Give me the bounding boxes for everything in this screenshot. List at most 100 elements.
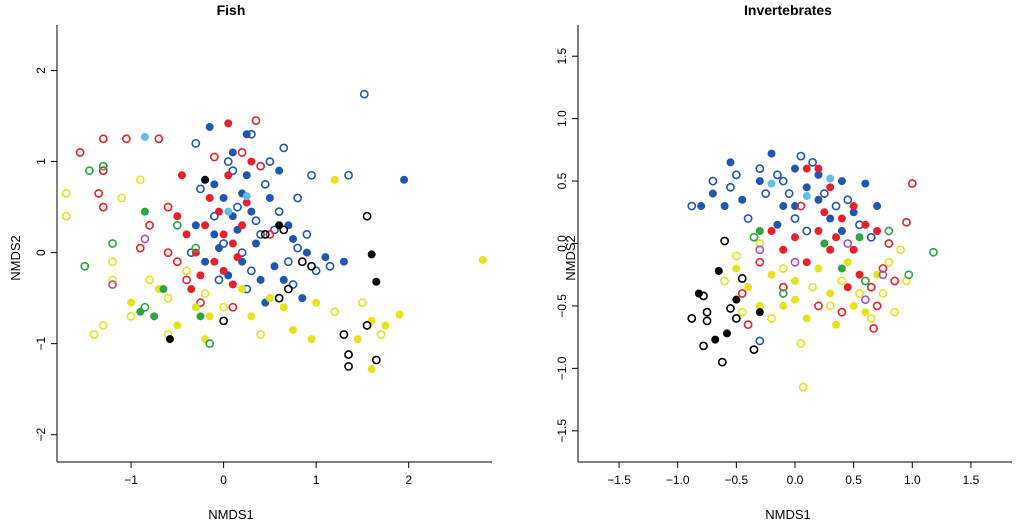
fish-point-yellow-open <box>98 321 108 330</box>
fish-point-green-open <box>140 302 150 312</box>
invertebrates-point-black-filled <box>722 329 731 338</box>
fish-point-red-filled <box>224 171 233 180</box>
invertebrates-point-yellow-open <box>755 239 765 248</box>
fish-point-yellow-filled <box>191 303 200 312</box>
fish-point-yellow-filled <box>247 312 256 321</box>
invertebrates-point-red-filled <box>826 245 835 254</box>
invertebrates-point-yellow-filled <box>744 283 753 292</box>
fish-x-tick-label: 1 <box>313 473 320 487</box>
fish-point-green-open <box>84 166 94 176</box>
invertebrates-point-blue-filled <box>738 195 747 204</box>
fish-point-red-open <box>163 202 173 212</box>
fish-point-blue-filled <box>219 193 228 202</box>
invertebrates-x-tick-label: 0.0 <box>787 473 804 487</box>
fish-point-blue-open <box>260 179 270 189</box>
fish-point-blue-open <box>223 157 233 166</box>
invertebrates-point-purple-open <box>755 245 765 255</box>
fish-point-red-filled <box>173 212 182 221</box>
fish-point-red-open <box>94 189 104 198</box>
invertebrates-y-tick-label: −0.5 <box>555 294 569 318</box>
fish-point-black-open <box>274 293 284 303</box>
fish-point-yellow-filled <box>173 321 182 330</box>
invertebrates-point-green-open <box>904 270 914 280</box>
fish-point-black-filled <box>165 335 174 344</box>
fish-point-red-open <box>145 220 154 230</box>
fish-point-yellow-open <box>61 211 71 221</box>
fish-point-black-filled <box>367 250 376 259</box>
invertebrates-point-yellow-filled <box>826 289 835 298</box>
invertebrates-point-red-open <box>884 239 894 248</box>
invertebrates-point-blue-open <box>755 164 765 173</box>
invertebrates-point-red-open <box>796 201 806 211</box>
fish-point-blue-open <box>214 275 224 285</box>
invertebrates-point-red-open <box>737 289 747 298</box>
fish-point-blue-open <box>288 280 298 289</box>
fish-point-blue-open <box>209 211 219 221</box>
invertebrates-point-blue-open <box>866 232 876 242</box>
fish-point-blue-filled <box>205 122 214 131</box>
invertebrates-point-blue-filled <box>791 164 800 173</box>
invertebrates-point-red-open <box>869 324 878 333</box>
fish-point-green-open <box>191 243 201 253</box>
invertebrates-point-red-open <box>778 282 788 292</box>
fish-point-red-filled <box>247 157 256 166</box>
invertebrates-point-blue-open <box>831 201 841 211</box>
fish-point-black-open <box>260 229 270 239</box>
invertebrates-x-tick-label: −0.5 <box>724 473 748 487</box>
invertebrates-point-black-open <box>749 345 759 355</box>
fish-point-blue-filled <box>298 294 307 303</box>
fish-point-green-open <box>205 339 215 349</box>
fish-x-tick-label: 2 <box>405 473 412 487</box>
invertebrates-point-lightblue-filled <box>767 179 776 188</box>
fish-point-blue-open <box>219 239 228 248</box>
invertebrates-y-tick-label: 0.5 <box>555 172 569 189</box>
fish-point-yellow-open <box>376 330 386 339</box>
invertebrates-point-black-open <box>699 291 708 301</box>
fish-point-yellow-filled <box>265 294 274 303</box>
fish-point-green-filled <box>150 312 159 321</box>
invertebrates-point-blue-filled <box>726 158 735 167</box>
fish-point-red-filled <box>224 119 233 128</box>
fish-x-tick-label: 0 <box>220 473 227 487</box>
fish-point-red-open <box>256 161 266 171</box>
invertebrates-point-yellow-filled <box>861 308 870 317</box>
fish-point-black-open <box>219 316 228 326</box>
invertebrates-point-yellow-open <box>837 276 847 286</box>
invertebrates-point-blue-open <box>708 176 718 186</box>
fish-point-yellow-open <box>200 289 210 298</box>
fish-point-yellow-open <box>61 189 71 198</box>
invertebrates-point-red-open <box>907 179 917 188</box>
fish-point-yellow-filled <box>478 255 487 264</box>
fish-point-blue-open <box>265 157 275 166</box>
invertebrates-point-yellow-open <box>896 245 905 255</box>
fish-point-blue-filled <box>279 275 288 284</box>
fish-ylabel: NMDS2 <box>8 235 23 281</box>
fish-point-blue-open <box>251 216 261 226</box>
fish-point-blue-open <box>191 138 201 148</box>
invertebrates-point-black-open <box>687 314 697 323</box>
fish-point-red-filled <box>210 257 219 266</box>
invertebrates-point-yellow-open <box>767 314 776 323</box>
invertebrates-point-blue-filled <box>826 214 835 223</box>
invertebrates-point-yellow-open <box>720 276 730 286</box>
invertebrates-point-red-filled <box>814 164 823 173</box>
invertebrates-point-yellow-filled <box>802 314 811 323</box>
fish-point-red-open <box>228 302 238 312</box>
invertebrates-point-yellow-open <box>737 307 747 317</box>
fish-point-blue-open <box>359 89 369 99</box>
invertebrates-point-lightblue-filled <box>802 192 811 201</box>
fish-point-blue-filled <box>289 234 298 243</box>
fish-point-blue-open <box>233 202 242 212</box>
fish-point-blue-filled <box>210 230 219 239</box>
fish-point-red-open <box>237 148 247 157</box>
invertebrates-point-yellow-filled <box>767 270 776 279</box>
invertebrates-point-blue-open <box>784 189 794 198</box>
fish-point-red-open <box>209 152 219 162</box>
invertebrates-point-green-filled <box>820 239 829 248</box>
fish-point-red-filled <box>201 221 210 230</box>
fish-point-red-open <box>122 134 131 144</box>
invertebrates-point-blue-filled <box>767 149 776 158</box>
invertebrates-point-black-filled <box>714 266 723 275</box>
invertebrates-point-blue-filled <box>779 202 788 211</box>
